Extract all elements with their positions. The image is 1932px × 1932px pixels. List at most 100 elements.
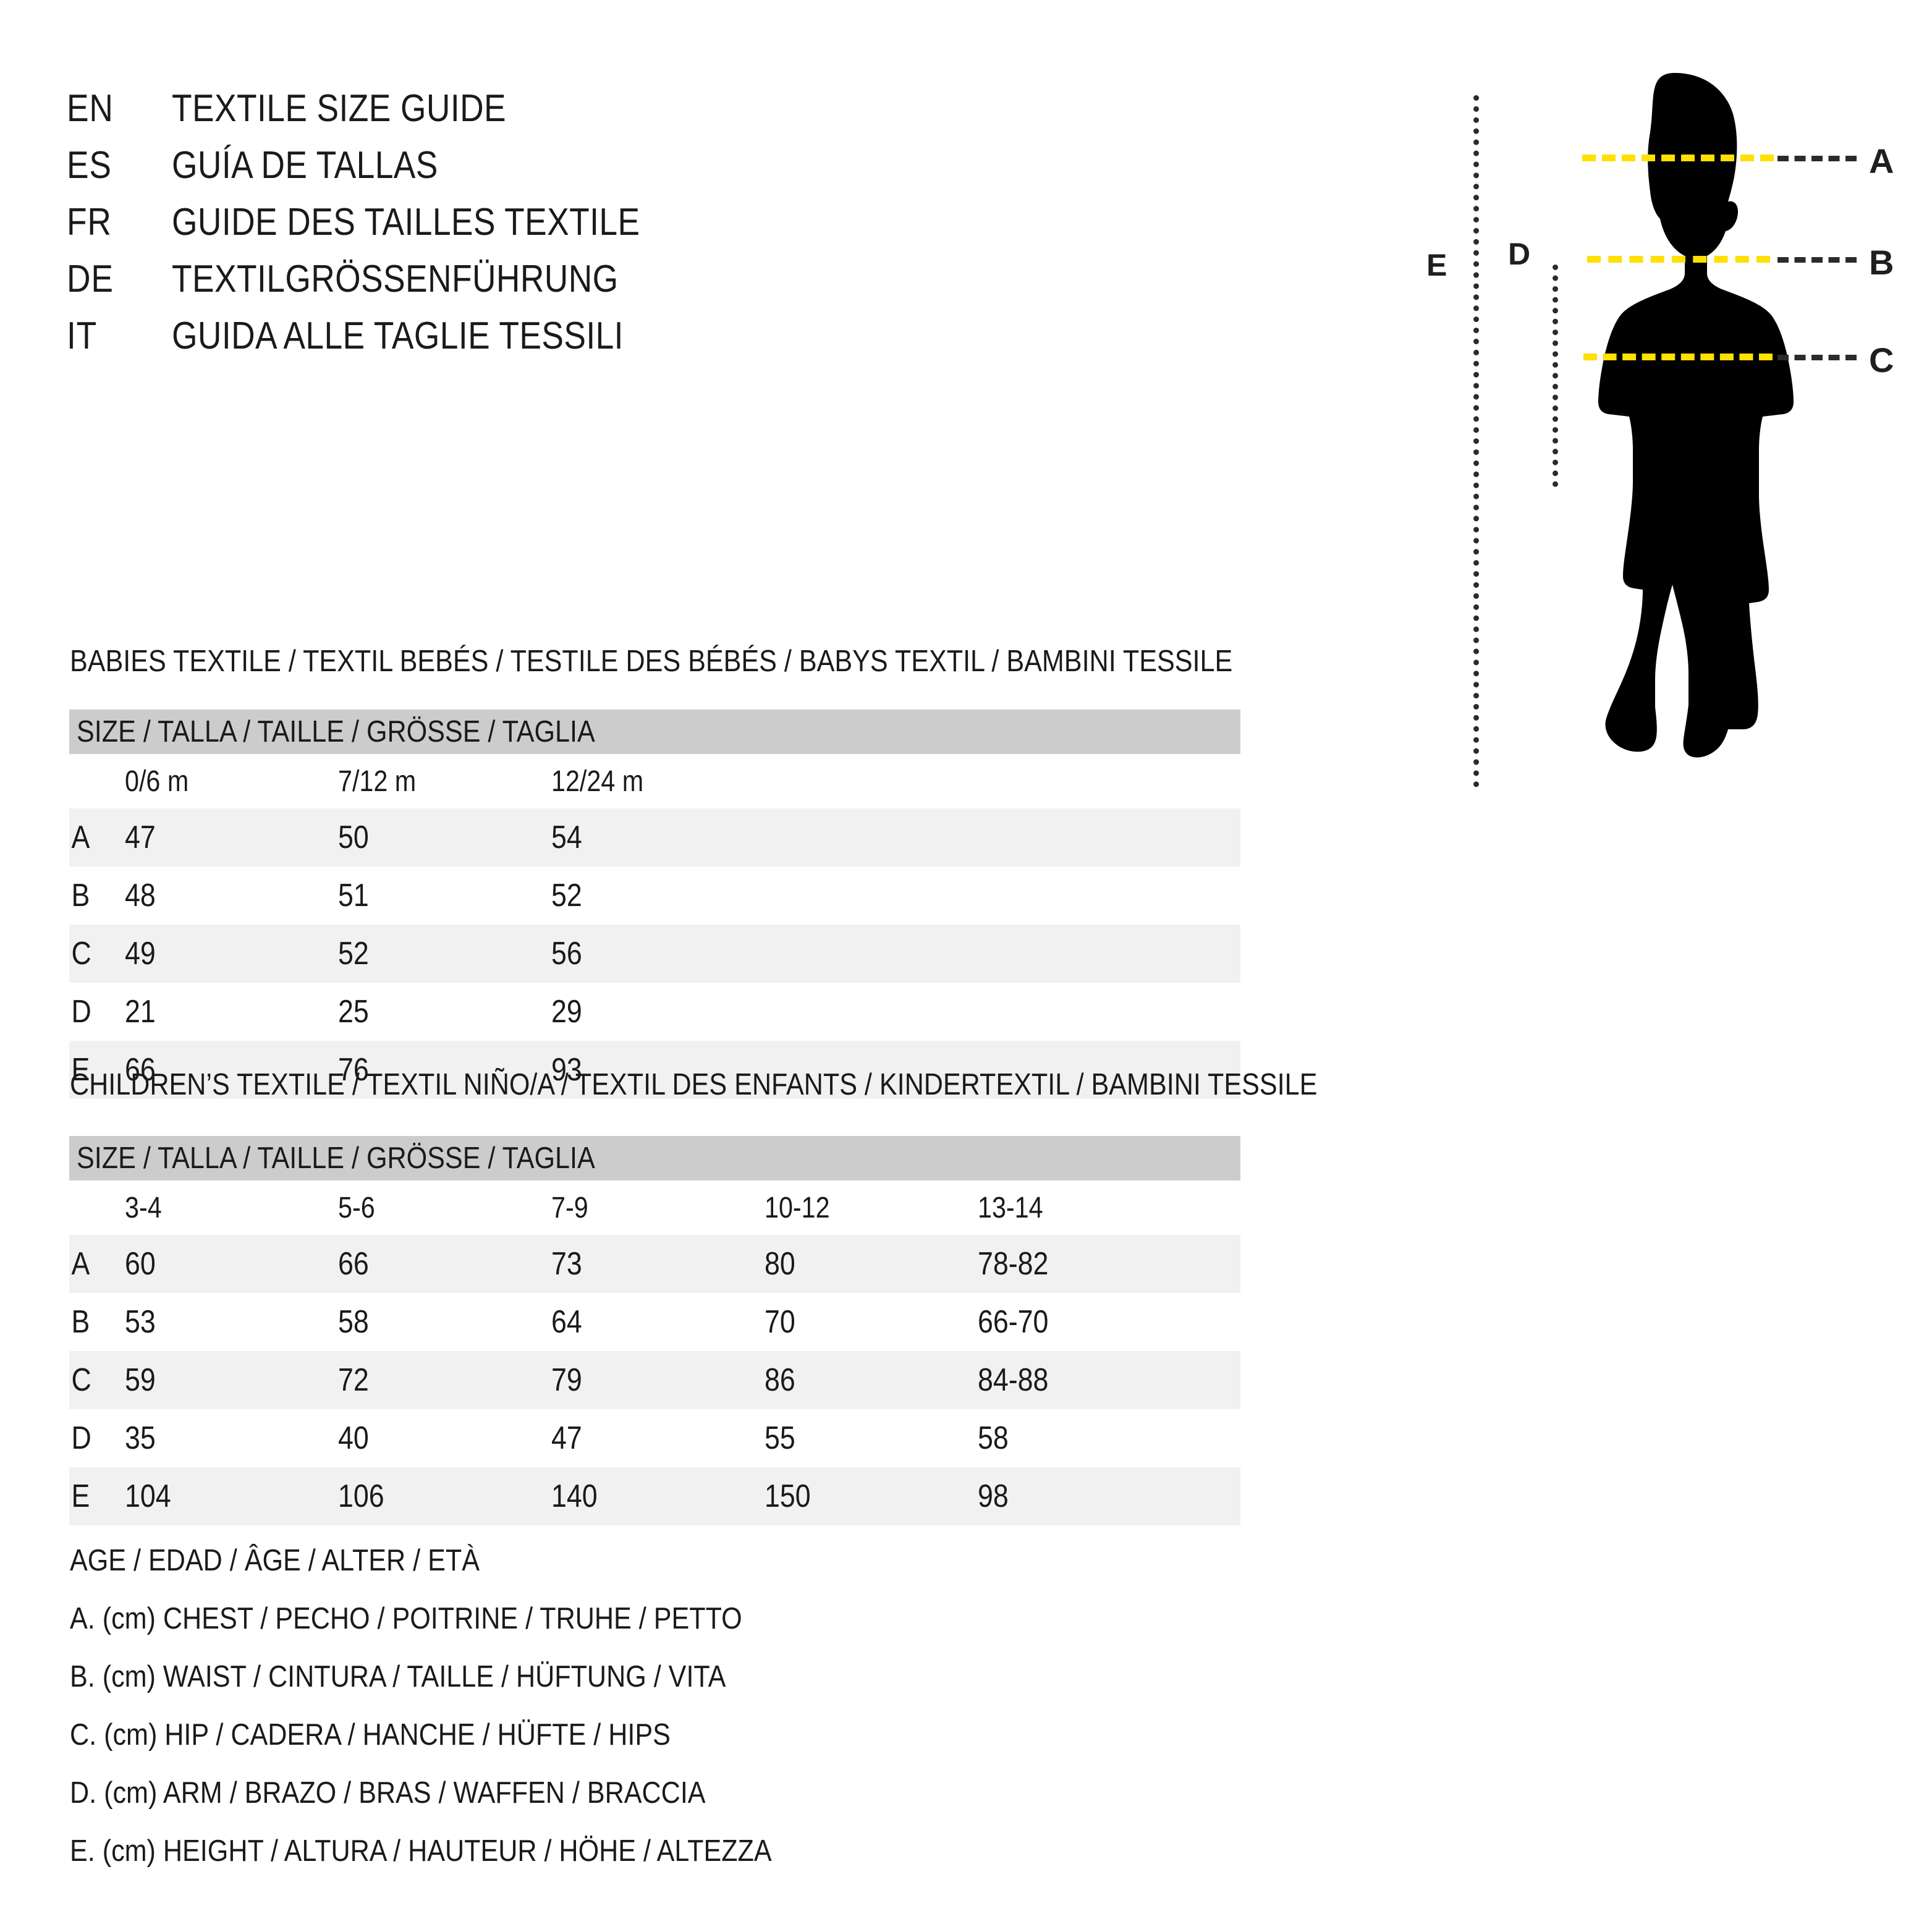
table-cell: 70 [765, 1304, 795, 1340]
row-label: A [71, 1246, 90, 1282]
row-label: D [71, 994, 91, 1030]
chest-marker-label: A [1869, 142, 1894, 180]
waist-marker-label: B [1869, 243, 1894, 282]
table-cell: 29 [551, 994, 582, 1030]
language-row: DE TEXTILGRÖSSENFÜHRUNG [67, 257, 994, 314]
table-cell: 93 [551, 1052, 582, 1088]
table-cell: 55 [765, 1420, 795, 1456]
table-row: D 21 25 29 [69, 983, 1240, 1041]
measurement-diagram: E D A B C [1409, 68, 1922, 787]
language-title: GUIDA ALLE TAGLIE TESSILI [172, 315, 624, 357]
children-column-header: 5-6 [338, 1191, 375, 1224]
table-row: E 104 106 140 150 98 [69, 1467, 1240, 1525]
table-cell: 66 [125, 1052, 156, 1088]
children-column-header-row: 3-4 5-6 7-9 10-12 13-14 [69, 1180, 1240, 1235]
hip-measure-line [1583, 354, 1773, 360]
table-cell: 21 [125, 994, 156, 1030]
table-row: E 66 76 93 [69, 1041, 1240, 1099]
table-cell: 84-88 [978, 1362, 1049, 1398]
table-cell: 72 [338, 1362, 369, 1398]
table-cell: 58 [338, 1304, 369, 1340]
table-row: C 49 52 56 [69, 925, 1240, 983]
table-row: B 48 51 52 [69, 866, 1240, 925]
row-label: D [71, 1420, 91, 1456]
legend-line: A. (cm) CHEST / PECHO / POITRINE / TRUHE… [70, 1602, 742, 1635]
row-label: B [71, 1304, 90, 1340]
language-code: DE [67, 258, 114, 300]
row-label: E [71, 1052, 90, 1088]
children-column-header: 13-14 [978, 1191, 1043, 1224]
table-cell: 150 [765, 1478, 811, 1514]
children-column-header: 3-4 [125, 1191, 162, 1224]
waist-leader-line [1777, 257, 1857, 263]
table-cell: 60 [125, 1246, 156, 1282]
children-section-title: CHILDREN’S TEXTILE / TEXTIL NIÑO/A / TEX… [70, 1068, 1318, 1101]
language-title: GUIDE DES TAILLES TEXTILE [172, 201, 640, 244]
table-cell: 86 [765, 1362, 795, 1398]
table-row: B 53 58 64 70 66-70 [69, 1293, 1240, 1351]
children-column-header: 7-9 [551, 1191, 588, 1224]
table-cell: 56 [551, 936, 582, 972]
table-cell: 58 [978, 1420, 1009, 1456]
children-size-table: SIZE / TALLA / TAILLE / GRÖSSE / TAGLIA … [69, 1136, 1240, 1525]
table-row: A 60 66 73 80 78-82 [69, 1235, 1240, 1293]
table-cell: 66-70 [978, 1304, 1049, 1340]
row-label: C [71, 1362, 91, 1398]
language-row: ES GUÍA DE TALLAS [67, 143, 994, 200]
table-cell: 48 [125, 878, 156, 913]
language-code: IT [67, 315, 98, 357]
table-cell: 104 [125, 1478, 171, 1514]
children-table-header-label: SIZE / TALLA / TAILLE / GRÖSSE / TAGLIA [77, 1142, 595, 1175]
row-label: C [71, 936, 91, 972]
language-code: FR [67, 201, 112, 244]
table-cell: 54 [551, 820, 582, 855]
language-code: EN [67, 87, 114, 130]
table-cell: 73 [551, 1246, 582, 1282]
table-cell: 140 [551, 1478, 598, 1514]
table-cell: 52 [551, 878, 582, 913]
legend-line: AGE / EDAD / ÂGE / ALTER / ETÀ [70, 1544, 480, 1577]
language-code: ES [67, 144, 112, 187]
table-row: C 59 72 79 86 84-88 [69, 1351, 1240, 1409]
table-cell: 78-82 [978, 1246, 1049, 1282]
table-cell: 64 [551, 1304, 582, 1340]
babies-table-header-band: SIZE / TALLA / TAILLE / GRÖSSE / TAGLIA [69, 710, 1240, 754]
row-label: A [71, 820, 90, 855]
language-header-block: EN TEXTILE SIZE GUIDE ES GUÍA DE TALLAS … [67, 87, 994, 371]
chest-measure-line [1582, 155, 1774, 161]
chest-leader-line [1777, 156, 1857, 161]
table-cell: 47 [551, 1420, 582, 1456]
table-cell: 106 [338, 1478, 384, 1514]
babies-size-table: SIZE / TALLA / TAILLE / GRÖSSE / TAGLIA … [69, 710, 1240, 1099]
hip-marker-label: C [1869, 341, 1894, 379]
table-cell: 50 [338, 820, 369, 855]
children-column-header: 10-12 [765, 1191, 830, 1224]
table-cell: 59 [125, 1362, 156, 1398]
table-cell: 25 [338, 994, 369, 1030]
arm-guide-line [1553, 265, 1558, 487]
babies-column-header: 0/6 m [125, 765, 189, 798]
language-row: EN TEXTILE SIZE GUIDE [67, 87, 994, 143]
language-title: GUÍA DE TALLAS [172, 144, 438, 187]
language-title: TEXTILGRÖSSENFÜHRUNG [172, 258, 619, 300]
language-row: IT GUIDA ALLE TAGLIE TESSILI [67, 314, 994, 371]
row-label: E [71, 1478, 90, 1514]
measurement-legend: AGE / EDAD / ÂGE / ALTER / ETÀ A. (cm) C… [70, 1532, 1121, 1880]
table-cell: 98 [978, 1478, 1009, 1514]
legend-line: C. (cm) HIP / CADERA / HANCHE / HÜFTE / … [70, 1718, 671, 1752]
table-cell: 66 [338, 1246, 369, 1282]
child-silhouette-icon [1598, 73, 1794, 758]
table-cell: 80 [765, 1246, 795, 1282]
arm-marker-label: D [1508, 237, 1531, 271]
babies-table-header-label: SIZE / TALLA / TAILLE / GRÖSSE / TAGLIA [77, 715, 595, 748]
table-cell: 47 [125, 820, 156, 855]
height-marker-label: E [1426, 248, 1447, 282]
babies-section-title: BABIES TEXTILE / TEXTIL BEBÉS / TESTILE … [70, 645, 1233, 678]
table-cell: 79 [551, 1362, 582, 1398]
table-cell: 40 [338, 1420, 369, 1456]
hip-leader-line [1777, 355, 1857, 360]
row-label: B [71, 878, 90, 913]
table-cell: 76 [338, 1052, 369, 1088]
language-row: FR GUIDE DES TAILLES TEXTILE [67, 200, 994, 257]
babies-column-header: 7/12 m [338, 765, 417, 798]
